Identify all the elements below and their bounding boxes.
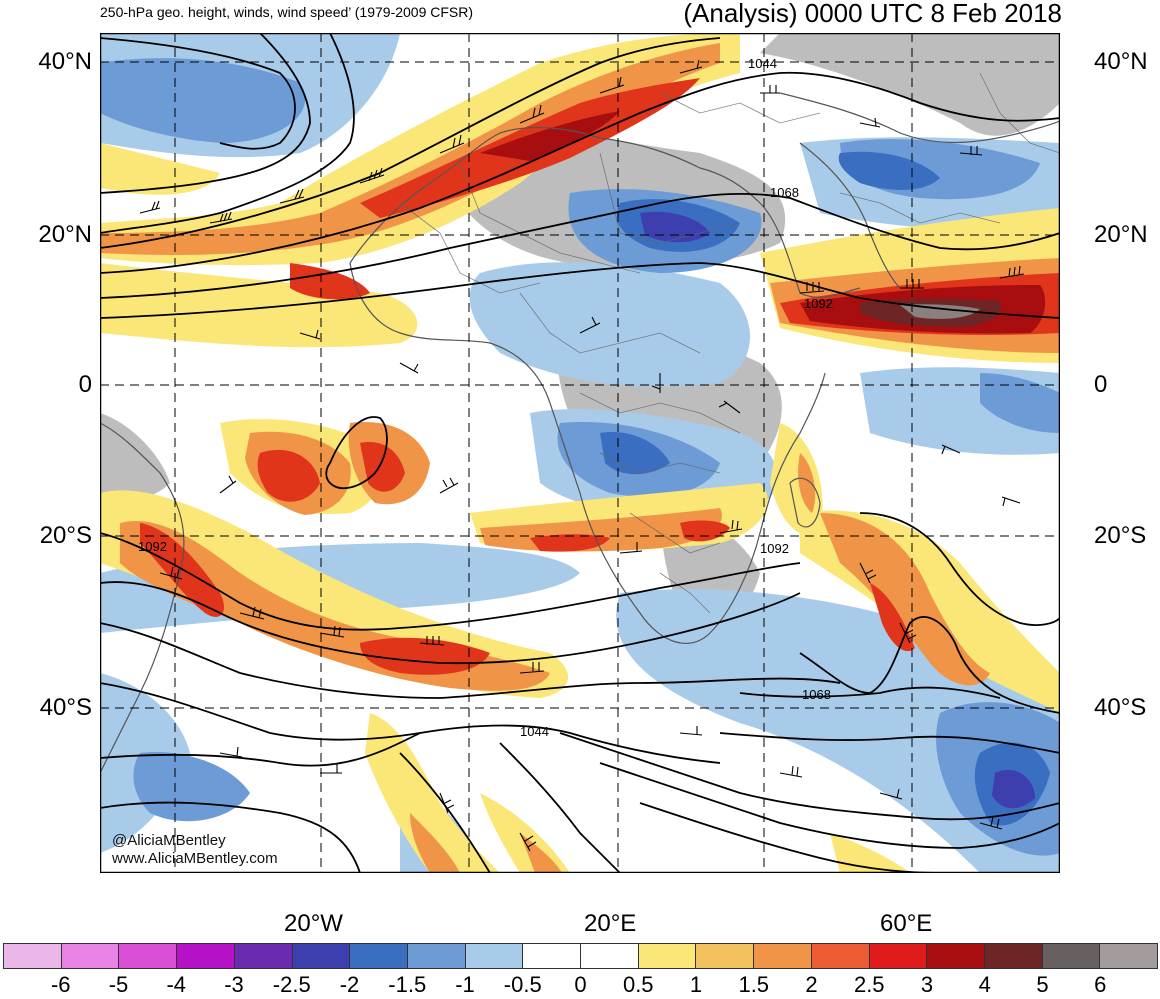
colorbar-tick-label: 4: [978, 972, 991, 997]
colorbar: [3, 943, 1158, 969]
credit-site: www.AliciaMBentley.com: [111, 850, 278, 867]
colorbar-swatch: [407, 944, 466, 968]
colorbar-swatch: [581, 944, 639, 968]
lat-label-40s-right: 40°S: [1094, 694, 1147, 721]
colorbar-tick-label: 0: [574, 972, 587, 997]
height-contours: [100, 33, 1060, 873]
colorbar-tick-label: -3: [224, 972, 244, 997]
weather-map: 1044 1068 1092 1092 1092 1068 1044 @Alic…: [100, 33, 1060, 873]
contour-label-1044-south: 1044: [520, 724, 549, 739]
colorbar-tick-label: -5: [108, 972, 129, 997]
colorbar-tick-label: -1: [455, 972, 475, 997]
coastlines: [100, 92, 1060, 774]
lon-label-20w: 20°W: [284, 910, 343, 937]
lat-label-20s-left: 20°S: [39, 522, 92, 549]
contour-label-1092-north: 1092: [804, 296, 833, 311]
graticule: [100, 33, 1060, 873]
lon-label-20e: 20°E: [584, 910, 637, 937]
colorbar-swatch: [1042, 944, 1101, 968]
lat-label-40n-right: 40°N: [1094, 48, 1148, 75]
colorbar-tick-label: 0.5: [622, 972, 654, 997]
colorbar-swatch: [523, 944, 582, 968]
lat-label-eq-right: 0: [1094, 371, 1108, 398]
lat-label-40n-left: 40°N: [38, 48, 92, 75]
colorbar-swatch: [927, 944, 985, 968]
colorbar-tick-label: -0.5: [503, 972, 542, 997]
colorbar-swatch: [754, 944, 812, 968]
colorbar-swatch: [292, 944, 351, 968]
credit-block: @AliciaMBentley www.AliciaMBentley.com: [111, 832, 278, 867]
contour-labels: 1044 1068 1092 1092 1092 1068 1044: [138, 56, 833, 739]
colorbar-tick-label: -1.5: [388, 972, 427, 997]
country-borders: [399, 72, 1060, 614]
contour-label-1068-south: 1068: [802, 687, 831, 702]
lon-label-60e: 60°E: [880, 910, 933, 937]
colorbar-tick-label: -2: [339, 972, 360, 997]
colorbar-tick-label: -6: [50, 972, 71, 997]
credit-handle: @AliciaMBentley: [112, 832, 226, 849]
contour-label-1044-north: 1044: [748, 56, 777, 71]
colorbar-tick-label: 5: [1036, 972, 1049, 997]
colorbar-tick-label: 1: [689, 972, 703, 997]
colorbar-swatch: [234, 944, 293, 968]
lat-label-20s-right: 20°S: [1094, 522, 1147, 549]
colorbar-swatch: [1100, 944, 1158, 968]
map-subtitle: 250-hPa geo. height, winds, wind speed’ …: [100, 4, 474, 20]
colorbar-tick-label: 2: [805, 972, 818, 997]
lat-label-eq-left: 0: [78, 371, 92, 398]
wind-barbs: [139, 59, 1025, 852]
colorbar-swatch: [61, 944, 120, 968]
map-frame: [100, 33, 1060, 873]
colorbar-tick-label: 6: [1094, 972, 1107, 997]
colorbar-tick-label: -2.5: [272, 972, 311, 997]
colorbar-tick-label: 1.5: [738, 972, 770, 997]
contour-label-1092-east: 1092: [760, 541, 789, 556]
colorbar-tick-label: 3: [920, 972, 934, 997]
colorbar-tick-label: 2.5: [853, 972, 885, 997]
colorbar-swatch: [4, 944, 62, 968]
lat-label-20n-right: 20°N: [1094, 221, 1148, 248]
colorbar-tick-label: -4: [166, 972, 187, 997]
colorbar-swatch: [984, 944, 1043, 968]
colorbar-swatch: [869, 944, 928, 968]
colorbar-swatch: [350, 944, 408, 968]
colorbar-swatch: [696, 944, 755, 968]
contour-label-1068-north: 1068: [770, 185, 799, 200]
contour-label-1092-west: 1092: [138, 539, 167, 554]
colorbar-swatch: [638, 944, 697, 968]
map-title: (Analysis) 0000 UTC 8 Feb 2018: [683, 0, 1062, 28]
lat-label-20n-left: 20°N: [38, 221, 92, 248]
lat-label-40s-left: 40°S: [39, 694, 92, 721]
colorbar-swatch: [465, 944, 524, 968]
colorbar-swatch: [811, 944, 870, 968]
colorbar-swatch: [177, 944, 235, 968]
colorbar-swatch: [119, 944, 178, 968]
positive-anomaly-gray-core: [900, 304, 980, 319]
